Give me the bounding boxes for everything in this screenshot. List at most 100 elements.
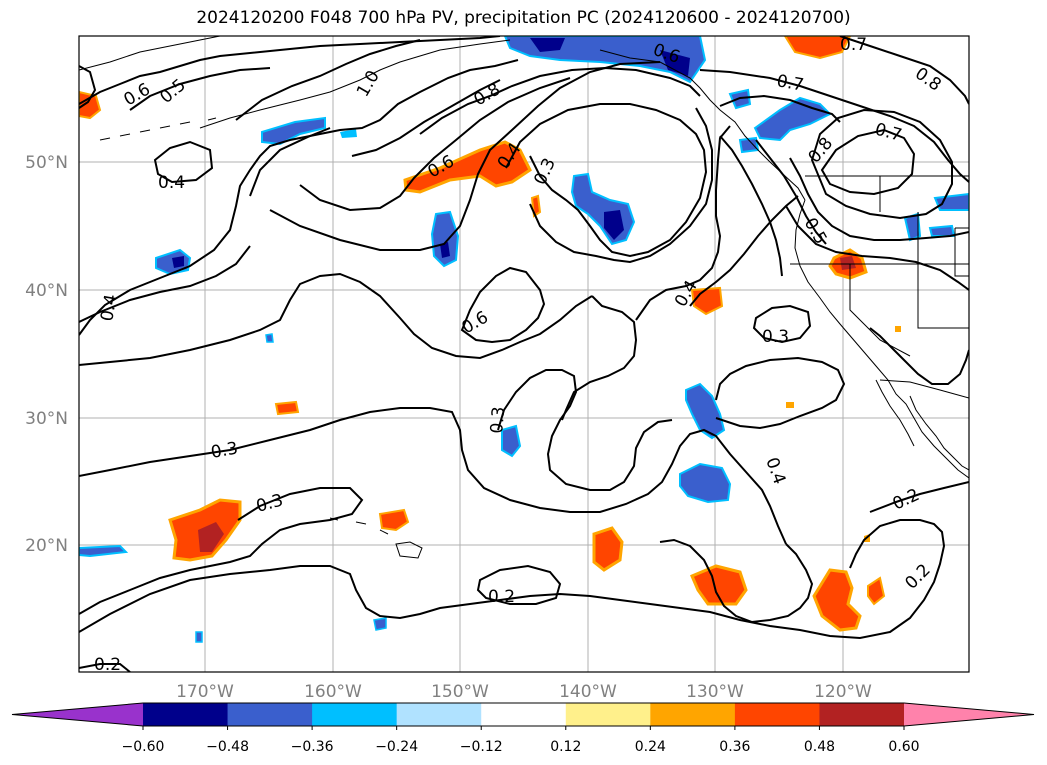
- contour-mid-loop-2: [269, 61, 661, 251]
- longitude-labels: 170°W 160°W 150°W 140°W 130°W 120°W: [176, 682, 872, 702]
- precip-negative-nw2: [340, 129, 357, 138]
- precip-negative-idaho2: [928, 224, 956, 237]
- state-border-3: [917, 264, 969, 329]
- precip-positive-dot2: [786, 402, 794, 408]
- precip-negative-nw1: [261, 116, 326, 146]
- precip-negative-center4: [679, 462, 732, 504]
- lon-label: 170°W: [176, 682, 234, 702]
- precip-negative-alaska-core2: [660, 50, 690, 76]
- colorbar-segment: [734, 703, 820, 726]
- contour-inner-2: [351, 79, 501, 157]
- contour-inner-1: [299, 77, 571, 212]
- colorbar-label: 0.24: [635, 739, 666, 755]
- map-frame: [78, 35, 970, 673]
- contour-ne-0.7b: [820, 128, 916, 196]
- nevada-box: [954, 227, 969, 277]
- lat-label: 40°N: [25, 281, 68, 301]
- baja-coast: [875, 379, 915, 447]
- contour-0.2-se: [659, 538, 814, 624]
- contour-0.3-east: [752, 304, 812, 344]
- contour-0.6-lower: [460, 266, 546, 344]
- coastlines: [79, 36, 969, 559]
- contour-label: 0.2: [488, 587, 515, 607]
- mexico-coast: [909, 395, 969, 471]
- contour-0.4-inner-east: [635, 125, 731, 321]
- contour-outer-west: [79, 127, 331, 336]
- contour-0.3-big-south: [79, 407, 787, 545]
- lat-label: 50°N: [25, 153, 68, 173]
- contour-east-1: [719, 135, 783, 277]
- precip-negative-mt: [933, 192, 969, 211]
- contour-ne-lower: [785, 205, 969, 291]
- colorbar-label: 0.48: [804, 739, 835, 755]
- colorbar-label: −0.36: [291, 739, 334, 755]
- contour-bigloop-center: [505, 103, 708, 258]
- political-borders: [790, 175, 969, 399]
- lon-label: 160°W: [304, 682, 362, 702]
- colorbar-segment: [143, 703, 229, 726]
- precip-negative-dot: [265, 333, 274, 343]
- contour-label: 0.4: [97, 293, 121, 323]
- us-west-coast: [794, 199, 969, 479]
- map-title: 2024120200 F048 700 hPa PV, precipitatio…: [196, 8, 851, 28]
- contour-label: 0.4: [158, 173, 185, 193]
- precip-positive-mexico2: [867, 576, 886, 606]
- contour-0.2-se-right: [869, 481, 969, 513]
- colorbar-segment: [819, 703, 905, 726]
- colorbar-segment: [481, 703, 567, 726]
- colorbar-label: −0.48: [206, 739, 249, 755]
- lon-label: 120°W: [814, 682, 872, 702]
- contour-0.4-left: [79, 272, 593, 366]
- colorbar-segment: [565, 703, 651, 726]
- aleutian-islands: [99, 117, 217, 141]
- colorbar-extend-max: [904, 703, 1034, 726]
- contour-label: 0.7: [840, 35, 867, 55]
- colorbar-segment: [227, 703, 313, 726]
- contour-0.4-east: [561, 295, 638, 421]
- precip-shading: [79, 36, 969, 643]
- colorbar: −0.60 −0.48 −0.36 −0.24 −0.12 0.12 0.24 0.36 0.4…: [11, 702, 1035, 755]
- precip-positive-south-center: [592, 526, 624, 572]
- colorbar-label: 0.60: [888, 739, 919, 755]
- contour-west-mid: [79, 245, 251, 323]
- colorbar-label: 0.36: [719, 739, 750, 755]
- precip-positive-south-east: [690, 564, 748, 606]
- precip-positive-top-right: [783, 36, 852, 60]
- contour-label: 0.3: [487, 406, 509, 435]
- contour-0.4-se: [715, 356, 846, 430]
- contour-nw-loop: [79, 65, 97, 109]
- lat-label: 20°N: [25, 536, 68, 556]
- contour-label: 0.3: [209, 439, 239, 463]
- precip-negative-alaska-core: [530, 38, 565, 52]
- lon-label: 140°W: [559, 682, 617, 702]
- lon-label: 150°W: [431, 682, 489, 702]
- alaska-coast: [79, 36, 511, 129]
- precip-negative-south-dot2: [373, 617, 387, 631]
- lon-label: 130°W: [686, 682, 744, 702]
- latitude-labels: 50°N 40°N 30°N 20°N: [25, 153, 68, 556]
- contour-label: 0.7: [775, 71, 805, 95]
- precip-positive-southwest-core: [198, 522, 224, 552]
- precip-negative-west-core: [172, 256, 184, 268]
- precip-negative-south-dot: [195, 631, 203, 643]
- precip-negative-center2-core: [440, 242, 450, 258]
- us-mexico-border: [879, 379, 969, 399]
- contour-ne-0.8b: [810, 108, 953, 220]
- precip-positive-north-band: [403, 140, 532, 194]
- precip-negative-center5: [501, 424, 522, 458]
- contour-0.8-center: [419, 66, 701, 135]
- precip-negative-center1-core: [604, 210, 624, 240]
- precip-positive-dot: [895, 326, 901, 332]
- contour-label: 0.3: [762, 327, 789, 347]
- lat-label: 30°N: [25, 409, 68, 429]
- contour-mid-loop-1: [249, 59, 519, 197]
- contour-ne-outer: [719, 94, 969, 241]
- contour-ne-0.8: [839, 36, 969, 105]
- precip-positive-mexico: [812, 568, 862, 632]
- pv-contours: [79, 36, 969, 672]
- contour-0.4-coast-loop: [689, 195, 969, 385]
- contour-label: 0.2: [94, 655, 121, 675]
- contour-0.5-nw: [129, 67, 271, 111]
- colorbar-segment: [312, 703, 398, 726]
